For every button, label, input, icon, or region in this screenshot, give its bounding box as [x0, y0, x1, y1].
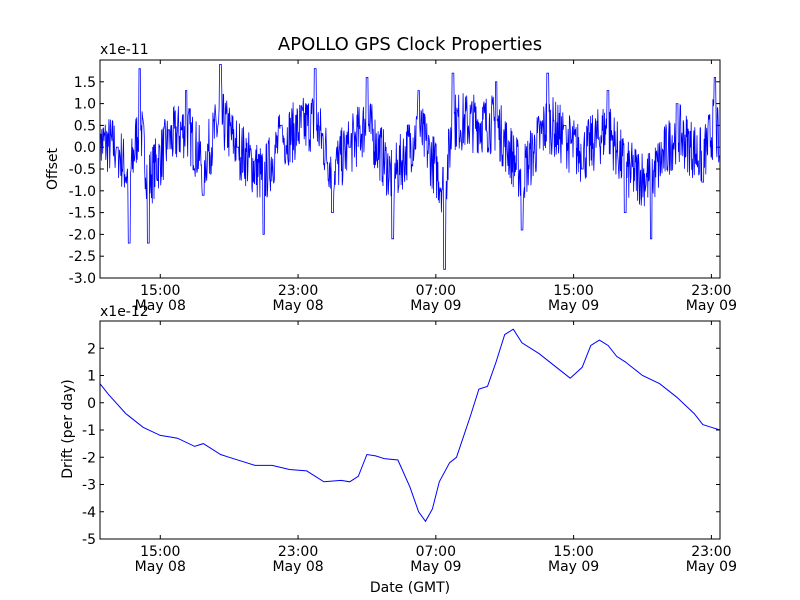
drift-xtick-date: May 09 [410, 559, 461, 575]
drift-series [99, 328, 721, 523]
offset-xtick-time: 15:00 [553, 283, 593, 299]
drift-ytick-label: -1 [82, 423, 96, 439]
drift-plot-frame [99, 320, 721, 540]
offset-series [100, 64, 720, 270]
drift-ytick-label: 0 [87, 396, 96, 412]
drift-xtick-date: May 08 [272, 559, 323, 575]
drift-multiplier: x1e-12 [100, 304, 149, 320]
drift-xtick-time: 07:00 [416, 544, 456, 560]
offset-xtick-date: May 08 [135, 298, 186, 314]
drift-ytick-label: -3 [82, 478, 96, 494]
drift-ytick-label: 2 [87, 341, 96, 357]
offset-xtick-time: 15:00 [140, 283, 180, 299]
offset-multiplier: x1e-11 [100, 42, 149, 58]
drift-ytick-label: -5 [82, 532, 96, 548]
offset-ytick-label: -1.5 [69, 206, 96, 222]
offset-xtick-time: 07:00 [416, 283, 456, 299]
offset-ytick-label: -2.0 [69, 227, 96, 243]
offset-ylabel: Offset [45, 147, 61, 190]
drift-xtick-time: 23:00 [691, 544, 731, 560]
drift-ylabel: Drift (per day) [60, 379, 76, 478]
drift-xtick-time: 15:00 [140, 544, 180, 560]
offset-xtick-date: May 09 [410, 298, 461, 314]
x-axis-label: Date (GMT) [370, 580, 450, 596]
drift-chart: x1e-12 Drift (per day) -5 -4 -3 -2 -1 0 1 2 15:0… [60, 304, 737, 575]
offset-ytick-label: 1.0 [74, 97, 96, 113]
offset-xtick-time: 23:00 [691, 283, 731, 299]
drift-line [99, 328, 721, 523]
offset-ytick-label: 0.5 [74, 118, 96, 134]
offset-line [100, 64, 720, 270]
drift-ytick-label: -4 [82, 505, 96, 521]
offset-xtick-date: May 08 [272, 298, 323, 314]
drift-xtick-date: May 08 [135, 559, 186, 575]
drift-xtick-time: 15:00 [553, 544, 593, 560]
offset-ytick-label: -3.0 [69, 271, 96, 287]
drift-xtick-date: May 09 [548, 559, 599, 575]
drift-xtick-time: 23:00 [278, 544, 318, 560]
drift-ytick-label: -2 [82, 450, 96, 466]
offset-ticks: -3.0 -2.5 -2.0 -1.5 -1.0 -0.5 0.0 0.5 1.0 1.5 15:0… [69, 60, 737, 314]
drift-ytick-label: 1 [87, 369, 96, 385]
drift-xtick-date: May 09 [686, 559, 737, 575]
offset-ytick-label: -2.5 [69, 249, 96, 265]
offset-ytick-label: -0.5 [69, 162, 96, 178]
offset-xtick-date: May 09 [686, 298, 737, 314]
offset-chart: x1e-11 Offset -3.0 -2.5 -2.0 -1.5 -1.0 -0.5 0.… [45, 42, 737, 314]
offset-ytick-label: 0.0 [74, 140, 96, 156]
offset-ytick-label: 1.5 [74, 75, 96, 91]
figure-title: APOLLO GPS Clock Properties [278, 34, 542, 55]
offset-xtick-time: 23:00 [278, 283, 318, 299]
offset-xtick-date: May 09 [548, 298, 599, 314]
offset-plot-frame [99, 59, 721, 279]
offset-ytick-label: -1.0 [69, 184, 96, 200]
